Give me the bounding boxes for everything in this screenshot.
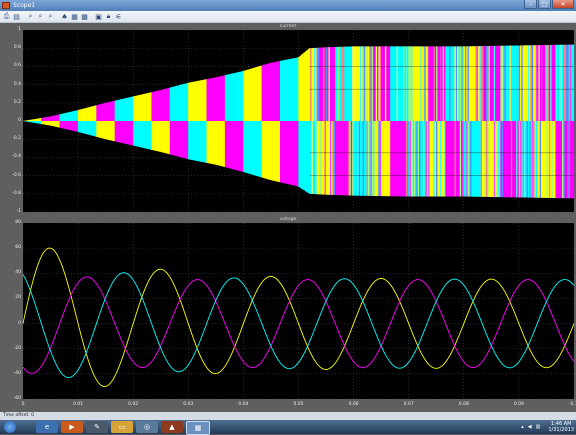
current-bar bbox=[573, 45, 575, 121]
windows-taskbar: e ▶ ✎ ▭ ◎ ▲ ▦ ▴ ◀︎ ▥ 1:46 AM 1/31/2013 bbox=[0, 420, 576, 434]
zoom-y-icon[interactable]: ⌕ bbox=[46, 12, 55, 21]
x-tick-label: 0.09 bbox=[509, 402, 529, 407]
y-tick-label: 0.8 bbox=[7, 45, 21, 50]
x-tick-label: 0.01 bbox=[68, 402, 88, 407]
x-tick-label: 0.02 bbox=[123, 402, 143, 407]
y-tick-label: -60 bbox=[7, 396, 21, 401]
volume-icon[interactable]: ◀︎ bbox=[528, 424, 532, 430]
y-tick-label: 0 bbox=[7, 118, 21, 123]
media-player-icon[interactable]: ▶ bbox=[61, 421, 83, 433]
scope-toolbar: ⎙ ▤ ⌕ ⌕ ⌕ ♠ ▦ ▦ ▣ 🔒︎ ⚟ bbox=[0, 11, 576, 23]
y-tick-label: 60 bbox=[7, 245, 21, 250]
y-tick-label: 20 bbox=[7, 295, 21, 300]
restore-axes-icon[interactable]: ▦ bbox=[80, 12, 89, 21]
start-button[interactable] bbox=[4, 421, 16, 433]
lock-icon[interactable]: 🔒︎ bbox=[104, 12, 113, 21]
zoom-in-icon[interactable]: ⌕ bbox=[26, 12, 35, 21]
tool-icon[interactable]: ✎ bbox=[86, 421, 108, 433]
network-tray-icon[interactable]: ▥ bbox=[536, 424, 541, 430]
floating-scope-icon[interactable]: ▣ bbox=[94, 12, 103, 21]
y-tick-label: 0.6 bbox=[7, 63, 21, 68]
y-tick-label: 80 bbox=[7, 220, 21, 225]
scope-app-icon bbox=[2, 2, 10, 9]
x-tick-label: 0.07 bbox=[399, 402, 419, 407]
y-tick-label: -0.6 bbox=[7, 173, 21, 178]
y-tick-label: 0.2 bbox=[7, 100, 21, 105]
clock-date: 1/31/2013 bbox=[548, 427, 574, 433]
maximize-button[interactable]: □ bbox=[538, 0, 551, 9]
y-tick-label: -20 bbox=[7, 346, 21, 351]
x-tick-label: 0.1 bbox=[564, 402, 576, 407]
x-tick-label: 0.08 bbox=[454, 402, 474, 407]
parameters-icon[interactable]: ▤ bbox=[12, 12, 21, 21]
tray-arrow-icon[interactable]: ▴ bbox=[521, 424, 524, 430]
x-tick-label: 0.06 bbox=[344, 402, 364, 407]
y-tick-label: -40 bbox=[7, 371, 21, 376]
x-tick-label: 0.05 bbox=[289, 402, 309, 407]
x-tick-label: 0.04 bbox=[233, 402, 253, 407]
folder-icon[interactable]: ▭ bbox=[111, 421, 133, 433]
autoscale-icon[interactable]: ♠ bbox=[60, 12, 69, 21]
simulink-icon[interactable]: ▦ bbox=[186, 421, 210, 435]
system-tray: ▴ ◀︎ ▥ 1:46 AM 1/31/2013 bbox=[517, 420, 574, 434]
close-button[interactable]: ✕ bbox=[552, 0, 574, 9]
y-tick-label: -0.8 bbox=[7, 191, 21, 196]
signal-selector-icon[interactable]: ⚟ bbox=[114, 12, 123, 21]
y-tick-label: -1 bbox=[7, 209, 21, 214]
zoom-x-icon[interactable]: ⌕ bbox=[36, 12, 45, 21]
y-tick-label: 0 bbox=[7, 321, 21, 326]
scope-plots-svg[interactable] bbox=[0, 23, 576, 412]
y-tick-label: -0.4 bbox=[7, 154, 21, 159]
window-title: Scope1 bbox=[13, 0, 35, 11]
network-icon[interactable]: ◎ bbox=[136, 421, 158, 433]
y-tick-label: 0.4 bbox=[7, 82, 21, 87]
print-icon[interactable]: ⎙ bbox=[2, 12, 11, 21]
y-tick-label: -0.2 bbox=[7, 136, 21, 141]
ie-icon[interactable]: e bbox=[36, 421, 58, 433]
clock[interactable]: 1:46 AM 1/31/2013 bbox=[544, 421, 574, 433]
minimize-button[interactable]: – bbox=[524, 0, 537, 9]
y-tick-label: 1 bbox=[7, 27, 21, 32]
save-axes-icon[interactable]: ▦ bbox=[70, 12, 79, 21]
y-tick-label: 40 bbox=[7, 270, 21, 275]
matlab-icon[interactable]: ▲ bbox=[161, 421, 183, 433]
status-bar: Time offset: 0 bbox=[0, 412, 576, 420]
x-tick-label: 0 bbox=[13, 402, 33, 407]
current-bar bbox=[573, 121, 575, 198]
window-title-bar[interactable]: Scope1 – □ ✕ bbox=[0, 0, 576, 11]
x-tick-label: 0.03 bbox=[178, 402, 198, 407]
